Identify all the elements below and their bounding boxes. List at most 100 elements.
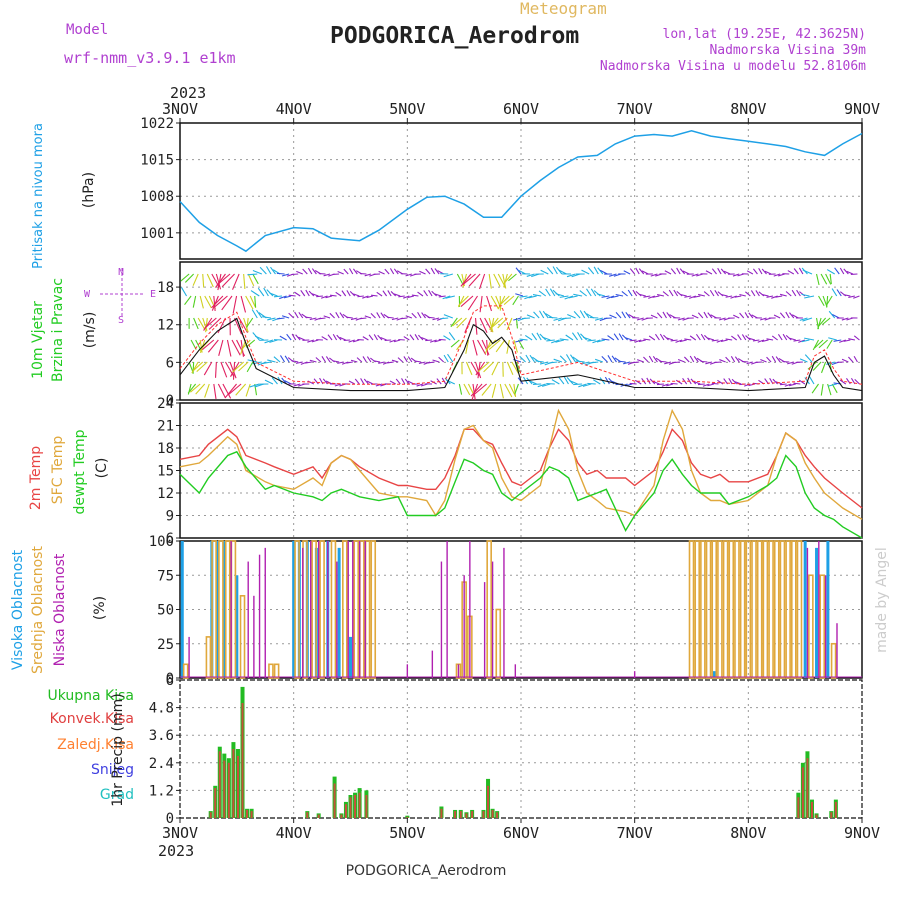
wind-arrow: [666, 383, 674, 387]
wind-arrow: [199, 339, 203, 353]
wind-arrow: [707, 337, 715, 341]
credit-watermark: made by Angel: [874, 547, 890, 653]
wind-arrow: [204, 383, 210, 398]
mid-cloud-bar: [230, 540, 237, 679]
wind-arrow: [679, 268, 686, 275]
wind-arrow: [641, 270, 649, 275]
mid-cloud-bar: [773, 540, 780, 679]
wind-arrow: [514, 383, 519, 395]
wind-arrow: [479, 273, 486, 290]
wind-arrow: [252, 273, 259, 285]
wind-arrow: [503, 295, 515, 306]
mid-cloud-bar: [768, 540, 774, 679]
wind-arrow: [220, 361, 228, 378]
wind-arrow: [397, 357, 404, 363]
wind-arrow: [604, 376, 610, 385]
wind-arrow: [573, 383, 583, 386]
wind-arrow: [515, 361, 521, 373]
mid-cloud-bar: [224, 540, 231, 679]
model-name: wrf-nmm_v3.9.1 e1km: [64, 49, 236, 67]
precip-conv-bar: [306, 812, 309, 818]
precip-conv-bar: [250, 811, 253, 818]
wind-tick-label: 6: [166, 355, 174, 371]
sfc-label: SFC Temp: [50, 436, 66, 505]
wind-arrow: [190, 383, 201, 393]
precip-conv-bar: [454, 811, 457, 818]
wind-arrow: [583, 310, 590, 319]
wind-arrow: [734, 356, 740, 363]
wind-arrow: [512, 295, 519, 306]
wind-arrow: [206, 273, 214, 288]
wind-arrow: [493, 273, 501, 287]
wind-arrow: [594, 317, 603, 321]
wind-arrow: [540, 269, 549, 275]
wind-arrow: [638, 268, 645, 275]
wind-arrow: [339, 312, 345, 319]
wind-arrow: [625, 337, 633, 341]
wind-arrow: [779, 383, 787, 386]
wind-arrow: [288, 312, 295, 319]
wind-arrow: [854, 378, 860, 385]
wind-arrow: [766, 338, 774, 341]
wind-arrow: [341, 290, 347, 297]
wind-arrow: [491, 361, 499, 376]
wind-arrow: [291, 333, 297, 341]
precip-conv-bar: [465, 813, 468, 818]
wind-arrow: [325, 356, 331, 363]
wind-arrow: [273, 295, 283, 298]
wind-arrow: [403, 356, 408, 363]
wind-arrow: [558, 269, 567, 275]
wind-arrow: [309, 317, 317, 321]
wind-arrow: [434, 293, 442, 297]
wind-arrow: [519, 295, 528, 298]
wind-arrow: [232, 273, 240, 290]
wind-arrow: [335, 312, 340, 319]
wind-arrow: [311, 268, 317, 275]
wind-arrow: [820, 273, 828, 285]
wind-arrow: [737, 334, 742, 341]
wind-arrow: [483, 361, 495, 373]
wind-arrow: [748, 312, 754, 319]
mid-cloud-bar: [739, 540, 746, 679]
wind-arrow: [440, 317, 449, 320]
precip-tick-label: 1.2: [149, 783, 174, 799]
wind-arrow: [596, 339, 605, 343]
wind-arrow: [419, 270, 426, 275]
wind-arrow: [627, 289, 633, 297]
wind-arrow: [411, 312, 417, 319]
sfc-temp-line: [179, 408, 863, 520]
wind-arrow: [429, 339, 437, 343]
wind-arrow: [609, 273, 617, 277]
mid-cloud-bar: [751, 540, 757, 679]
wind-arrow: [276, 317, 285, 320]
wind-arrow: [720, 268, 727, 275]
mid-cloud-bar: [705, 540, 712, 679]
wind-arrow: [829, 273, 832, 285]
wind-arrow: [378, 361, 385, 364]
wind-arrow: [725, 338, 733, 341]
mid-cloud-bar: [319, 540, 325, 679]
precip-conv-label: Konvek.Kisa: [50, 711, 134, 727]
wind-arrow: [488, 317, 494, 333]
wind-arrow: [820, 361, 827, 374]
wind-arrow: [670, 268, 677, 275]
wind-arrow: [336, 334, 342, 341]
top-date-label: 6NOV: [503, 100, 539, 118]
wind-arrow: [366, 295, 374, 299]
wind-arrow: [531, 332, 538, 341]
wind-arrow: [652, 380, 660, 385]
wind-arrow: [434, 339, 442, 343]
wind-arrow: [316, 295, 324, 298]
wind-arrow: [284, 355, 290, 363]
model-label: Model: [66, 22, 108, 38]
precip-snow-label: Snijeg: [91, 762, 134, 778]
wind-arrow: [536, 332, 542, 341]
wind-arrow: [519, 338, 528, 341]
wind-arrow: [634, 339, 642, 343]
mid-cloud-bar: [294, 540, 300, 679]
wind-arrow: [343, 268, 349, 275]
wind-arrow: [208, 317, 222, 330]
wind-arrow: [247, 273, 255, 287]
wind-arrow: [772, 378, 779, 385]
wind-arrow: [812, 361, 822, 371]
